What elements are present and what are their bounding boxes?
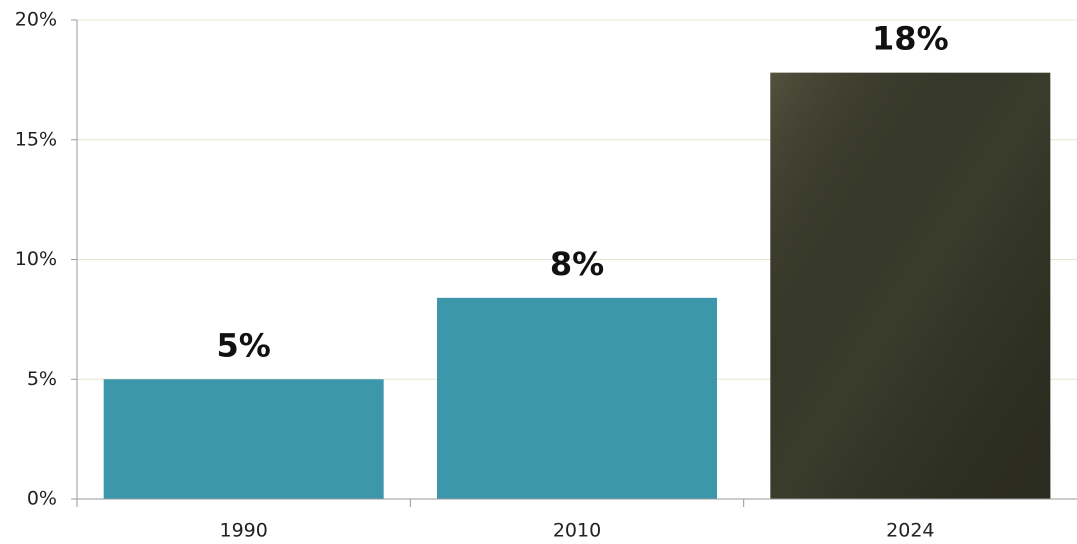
y-tick-label: 10% [15,248,57,270]
value-label: 8% [550,245,604,283]
bar [437,297,717,499]
x-tick-label: 1990 [219,520,267,542]
x-tick-label: 2010 [553,520,601,542]
y-tick-label: 5% [27,368,57,390]
y-tick-label: 0% [27,488,57,510]
bar-photo-shade [770,72,1051,499]
y-tick-label: 15% [15,128,57,150]
y-tick-label: 20% [15,9,57,31]
bar [103,379,384,499]
value-label: 18% [872,20,949,58]
x-tick-label: 2024 [886,520,934,542]
value-label: 5% [217,326,271,364]
